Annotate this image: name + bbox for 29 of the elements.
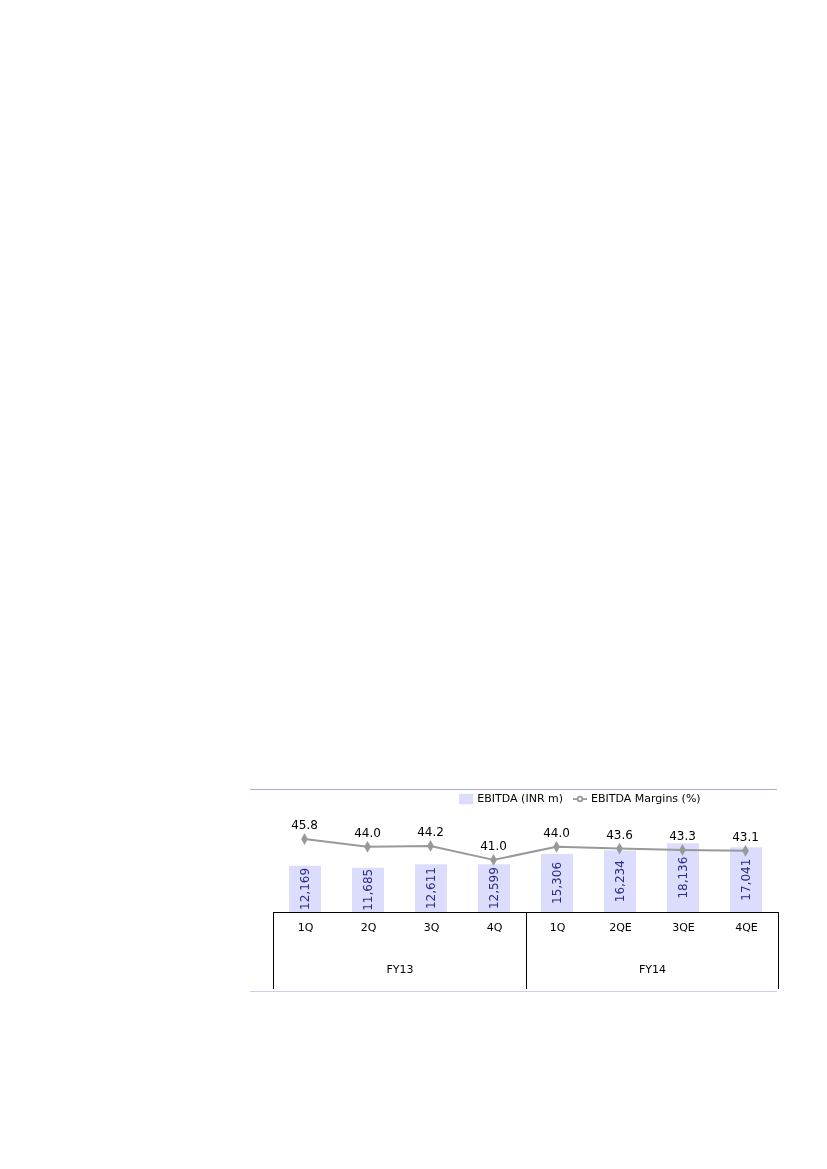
text: FY13 [385, 963, 415, 976]
text: FY14 [637, 963, 667, 976]
legend-label: EBITDA Margins (%) [591, 792, 701, 805]
legend-label: EBITDA (INR m) [477, 792, 564, 805]
data-label: 45.8 [291, 818, 318, 833]
data-label: 43.6 [606, 827, 633, 842]
data-label: 16,234 [613, 860, 627, 903]
x-tick-label: 2QE [608, 921, 633, 934]
x-tick-label: 3Q [422, 921, 441, 934]
data-label: 15,306 [550, 861, 564, 904]
data-label: 12,611 [424, 867, 438, 910]
data-label: 44.0 [354, 825, 381, 840]
data-label: 44.2 [417, 824, 444, 839]
data-label: 11,685 [361, 868, 375, 911]
data-label: 43.1 [732, 829, 759, 844]
data-label: 12,169 [298, 867, 312, 910]
x-tick-label: 4Q [485, 921, 504, 934]
x-tick-label: 4QE [734, 921, 759, 934]
x-tick-label: 3QE [671, 921, 696, 934]
data-label: 41.0 [480, 838, 507, 853]
data-label: 44.0 [543, 825, 570, 840]
x-tick-label: 1Q [296, 921, 315, 934]
data-label: 17,041 [739, 858, 753, 901]
data-label: 18,136 [676, 856, 690, 899]
data-label: 12,599 [487, 867, 501, 910]
x-tick-label: 2Q [359, 921, 378, 934]
bar [667, 843, 699, 912]
x-tick-label: 1Q [548, 921, 567, 934]
data-label: 43.3 [669, 828, 696, 843]
